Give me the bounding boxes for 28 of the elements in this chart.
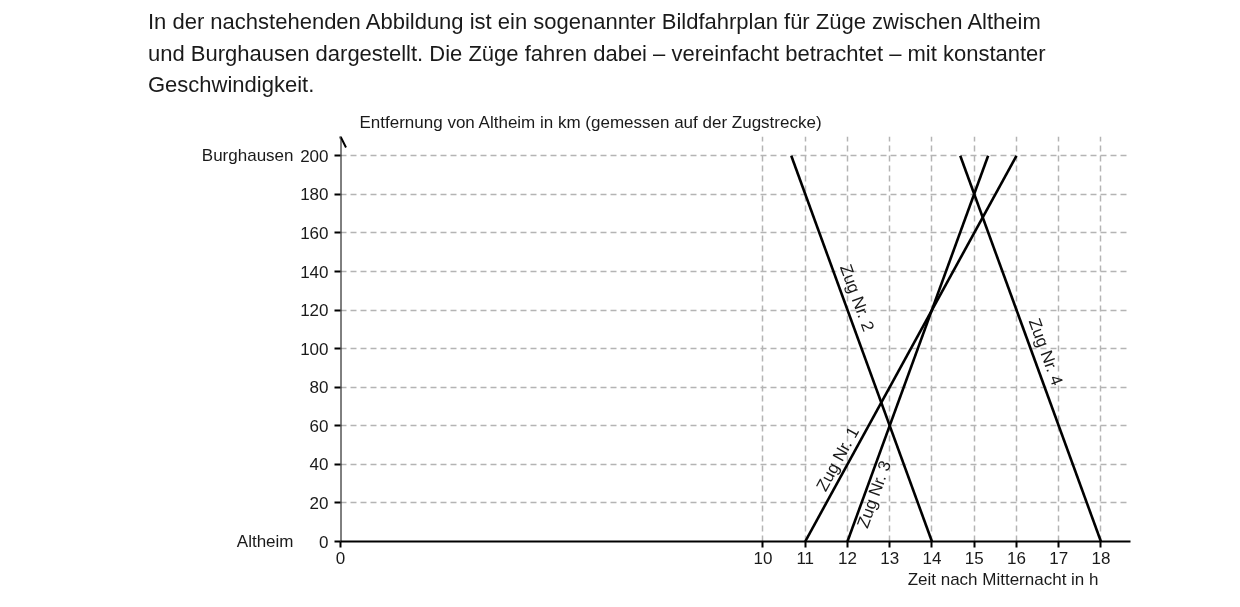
y-tick-label: 60 bbox=[309, 416, 329, 436]
text: Zug Nr. 4 bbox=[1024, 315, 1067, 388]
x-tick-label: 15 bbox=[964, 548, 984, 568]
x-tick-label: 12 bbox=[838, 548, 857, 568]
chart-title: In der nachstehenden Abbildung ist ein sogenannter Bildfahrplan für Züge zwischen Altheim und Burghausen dargestellt. Die Züge fahren dabei – vereinfacht betrachtet – mit konstanter Geschwindigkeit. bbox=[148, 8, 1047, 99]
y-tick-label: 120 bbox=[300, 301, 329, 321]
y-tick-label: 20 bbox=[309, 493, 329, 513]
x-tick-label: 10 bbox=[753, 548, 773, 568]
y-tick-label: 200 bbox=[300, 146, 329, 166]
x-tick-label: 0 bbox=[335, 548, 346, 568]
y-axis-title: Entfernung von Altheim in km (gemessen auf der Zugstrecke) bbox=[359, 112, 822, 132]
y-tick-label: 80 bbox=[309, 378, 329, 398]
y-tick-label: 160 bbox=[300, 223, 329, 243]
y-tick-label: 100 bbox=[300, 339, 329, 359]
x-tick-label: 11 bbox=[796, 548, 815, 568]
x-tick-label: 18 bbox=[1091, 548, 1111, 568]
x-tick-label: 14 bbox=[922, 548, 942, 568]
y-tick-label: 40 bbox=[309, 455, 329, 475]
y-tick-label: 0 bbox=[319, 532, 329, 552]
text: Zug Nr. 2 bbox=[836, 261, 878, 334]
text: Altheim bbox=[236, 532, 294, 551]
x-tick-label: 17 bbox=[1049, 548, 1069, 568]
y-tick-label: 180 bbox=[300, 185, 329, 205]
x-tick-label: 16 bbox=[1006, 548, 1026, 568]
text: Burghausen bbox=[201, 146, 294, 166]
y-tick-label: 140 bbox=[300, 262, 329, 282]
x-axis-title: Zeit nach Mitternacht in h bbox=[907, 569, 1099, 589]
x-tick-label: 13 bbox=[880, 548, 900, 568]
